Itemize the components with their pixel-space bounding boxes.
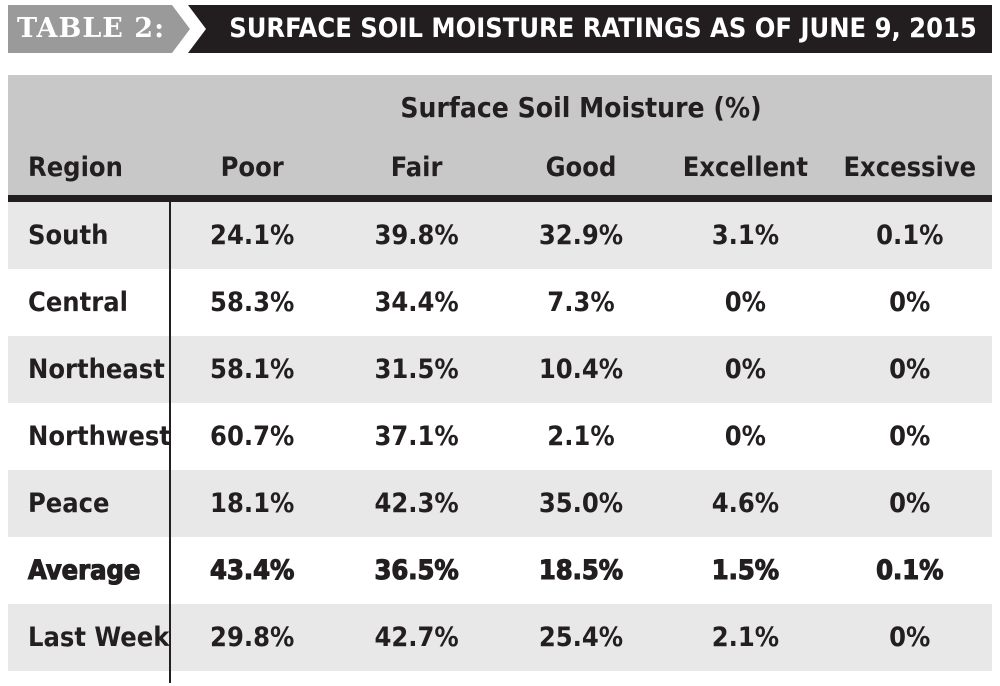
value-cell: 58.1%	[210, 354, 295, 385]
region-cell: Northwest	[28, 421, 171, 452]
value-cell: 0%	[724, 421, 767, 452]
region-cell: Central	[28, 287, 128, 318]
value-cell: 42.7%	[374, 622, 459, 653]
titlebar-shapes	[8, 5, 992, 53]
value-cell: 0.1%	[876, 555, 944, 586]
value-cell: 0%	[889, 622, 931, 653]
value-cell: 0%	[724, 354, 767, 385]
table-tag-label: TABLE 2:	[16, 13, 166, 44]
region-cell: Northeast	[28, 354, 165, 385]
titlebar-title: SURFACE SOIL MOISTURE RATINGS AS OF JUNE…	[229, 13, 977, 44]
value-cell: 36.5%	[374, 555, 459, 586]
value-cell: 10.4%	[538, 354, 624, 385]
table-row-central: Central 58.3% 34.4% 7.3% 0% 0%	[8, 269, 992, 336]
value-cell: 37.1%	[374, 421, 459, 452]
table-body: South 24.1% 39.8% 32.9% 3.1% 0.1% Centra…	[8, 202, 992, 683]
value-cell: 3.1%	[711, 220, 780, 251]
value-cell: 39.8%	[374, 220, 459, 251]
column-header-row: Region Poor Fair Good Excellent Excessiv…	[8, 147, 992, 187]
value-cell: 0%	[889, 354, 931, 385]
title-black-bar	[188, 5, 992, 53]
region-cell: Peace	[28, 488, 110, 519]
column-header-good: Good	[545, 151, 617, 183]
header-rule	[8, 195, 992, 202]
value-cell: 34.4%	[374, 287, 459, 318]
column-header-fair: Fair	[390, 151, 443, 183]
value-cell: 31.5%	[374, 354, 459, 385]
region-column-divider	[169, 202, 171, 683]
value-cell: 7.3%	[547, 287, 615, 318]
value-cell: 0%	[889, 421, 931, 452]
table-row-northwest: Northwest 60.7% 37.1% 2.1% 0% 0%	[8, 403, 992, 470]
value-cell: 32.9%	[538, 220, 624, 251]
table-group-header: Surface Soil Moisture (%)	[400, 91, 762, 124]
column-header-poor: Poor	[220, 151, 284, 183]
value-cell: 0%	[889, 488, 931, 519]
value-cell: 43.4%	[209, 555, 295, 586]
value-cell: 35.0%	[538, 488, 624, 519]
table-header: Surface Soil Moisture (%) Region Poor Fa…	[8, 75, 992, 195]
table-row-south: South 24.1% 39.8% 32.9% 3.1% 0.1%	[8, 202, 992, 269]
column-header-excellent: Excellent	[682, 151, 808, 183]
value-cell: 29.8%	[210, 622, 295, 653]
soil-moisture-table: Surface Soil Moisture (%) Region Poor Fa…	[8, 75, 992, 683]
value-cell: 25.4%	[538, 622, 624, 653]
value-cell: 1.5%	[711, 555, 780, 586]
value-cell: 18.5%	[538, 555, 624, 586]
column-header-region: Region	[28, 151, 123, 183]
column-header-excessive: Excessive	[843, 151, 977, 183]
table-row-average: Average 43.4% 36.5% 18.5% 1.5% 0.1%	[8, 537, 992, 604]
value-cell: 58.3%	[210, 287, 295, 318]
table-row-northeast: Northeast 58.1% 31.5% 10.4% 0% 0%	[8, 336, 992, 403]
region-cell: Last Week	[28, 622, 170, 653]
value-cell: 42.3%	[374, 488, 459, 519]
value-cell: 0%	[724, 287, 767, 318]
region-cell: Average	[27, 555, 141, 586]
value-cell: 0%	[889, 287, 931, 318]
value-cell: 4.6%	[711, 488, 780, 519]
region-cell: South	[28, 220, 109, 251]
table-row-peace: Peace 18.1% 42.3% 35.0% 4.6% 0%	[8, 470, 992, 537]
value-cell: 24.1%	[210, 220, 295, 251]
value-cell: 0.1%	[876, 220, 944, 251]
table-tag-box	[8, 5, 190, 53]
value-cell: 2.1%	[547, 421, 615, 452]
value-cell: 18.1%	[210, 488, 295, 519]
titlebar: TABLE 2: SURFACE SOIL MOISTURE RATINGS A…	[8, 5, 992, 53]
value-cell: 2.1%	[711, 622, 780, 653]
value-cell: 60.7%	[210, 421, 295, 452]
table-row-last-week: Last Week 29.8% 42.7% 25.4% 2.1% 0%	[8, 604, 992, 671]
